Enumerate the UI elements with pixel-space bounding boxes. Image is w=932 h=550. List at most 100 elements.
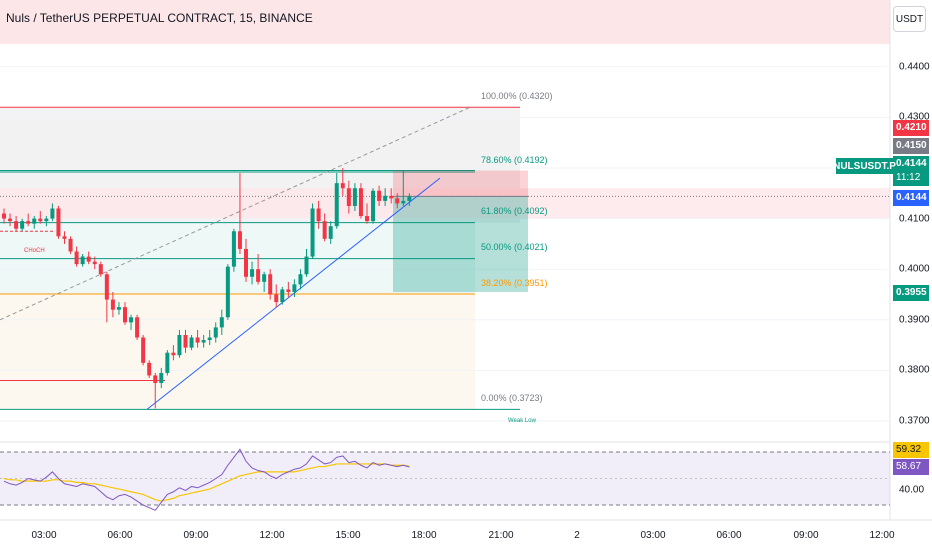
symbol-title: Nuls / TetherUS PERPETUAL CONTRACT, 15, …: [6, 11, 313, 25]
fib-label-0: 0.00% (0.3723): [481, 393, 543, 403]
price-badge-red: 0.4210: [893, 120, 929, 136]
time-tick: 2: [574, 530, 580, 541]
candle-body: [68, 238, 73, 252]
rsi-ma-line: [3, 463, 410, 502]
rsi-value-badge: 58.67: [893, 459, 929, 475]
candle-body: [135, 317, 140, 338]
price-tick: 0.3800: [899, 364, 930, 376]
candle-body: [98, 264, 103, 275]
candle-body: [346, 188, 351, 206]
candle-body: [244, 248, 248, 277]
fib-label-50: 50.00% (0.4021): [481, 242, 548, 252]
candle-body: [189, 337, 194, 348]
price-tick: 0.4300: [899, 111, 930, 123]
candle-body: [8, 218, 13, 222]
price-badge-green: 0.3955: [893, 285, 929, 301]
candle-body: [268, 274, 273, 295]
candle-body: [213, 327, 218, 338]
candle-body: [92, 261, 97, 265]
candle-body: [377, 190, 382, 201]
candle-body: [165, 352, 170, 373]
candle-body: [141, 337, 146, 363]
rsi-line: [3, 448, 410, 511]
fib-label-100: 100.00% (0.4320): [481, 91, 553, 101]
time-tick: 03:00: [640, 530, 666, 541]
time-tick: 12:00: [869, 530, 895, 541]
supply-zone: [0, 188, 890, 219]
candle-body: [86, 256, 91, 262]
candle-body: [231, 231, 236, 267]
candle-body: [56, 208, 61, 237]
candle-body: [383, 195, 388, 201]
candle-body: [371, 190, 376, 222]
candle-body: [177, 334, 182, 356]
candle-body: [147, 362, 152, 376]
candle-body: [395, 198, 400, 204]
price-tick: 0.4000: [899, 263, 930, 275]
candle-body: [304, 256, 309, 275]
candle-body: [358, 188, 363, 217]
candle-body: [38, 218, 43, 222]
candle-body: [207, 337, 212, 341]
candle-body: [365, 216, 369, 222]
time-tick: 12:00: [259, 530, 285, 541]
candle-body: [74, 251, 79, 265]
price-tick: 0.3900: [899, 314, 930, 326]
candle-body: [195, 337, 200, 343]
candle-body: [123, 307, 127, 323]
weak-low-label: Weak Low: [508, 418, 536, 424]
candle-body: [237, 231, 242, 249]
candle-body: [292, 284, 297, 292]
crosshair-price-badge: 0.4144: [893, 190, 929, 206]
candle-body: [153, 375, 158, 384]
trendline: [146, 177, 441, 410]
candle-body: [219, 317, 224, 328]
candle-body: [322, 221, 327, 239]
time-tick: 15:00: [335, 530, 361, 541]
candle-body: [62, 236, 67, 239]
candle-body: [334, 183, 339, 227]
time-tick: 03:00: [31, 530, 57, 541]
price-tick: 0.4400: [899, 61, 930, 73]
choch-label: CHoCH: [24, 248, 45, 254]
currency-button[interactable]: USDT: [893, 6, 926, 32]
candle-body: [183, 334, 188, 348]
candle-body: [129, 317, 134, 323]
candle-body: [80, 256, 85, 265]
candle-body: [32, 218, 37, 224]
price-tick: 0.3700: [899, 415, 930, 427]
candle-body: [171, 352, 176, 356]
candle-body: [407, 196, 412, 201]
dashed-trendline: [0, 106, 471, 321]
candle-body: [2, 213, 6, 219]
price-tick: 0.4100: [899, 213, 930, 225]
countdown-badge: 11:12: [893, 170, 929, 186]
top-zone: [0, 0, 890, 44]
candle-body: [389, 195, 394, 199]
price-badge-gray: 0.4150: [893, 138, 929, 154]
last-price-badge: 0.4144: [893, 156, 929, 172]
candle-body: [340, 183, 345, 189]
candle-body: [44, 218, 49, 222]
candle-body: [20, 221, 25, 229]
candle-body: [298, 274, 303, 285]
candle-body: [286, 289, 291, 292]
time-tick: 18:00: [411, 530, 437, 541]
candle-body: [401, 200, 406, 204]
candle-body: [201, 340, 206, 343]
symbol-tag: NULSUSDT.P: [833, 158, 896, 174]
time-tick: 06:00: [107, 530, 133, 541]
candle-body: [352, 188, 357, 206]
candle-body: [26, 221, 31, 224]
time-tick: 09:00: [793, 530, 819, 541]
time-tick: 09:00: [183, 530, 209, 541]
candle-body: [225, 266, 230, 318]
candle-body: [262, 274, 267, 282]
candle-body: [250, 269, 255, 277]
candle-body: [328, 226, 333, 239]
rsi-ma-badge: 59.32: [893, 442, 929, 458]
candle-body: [110, 299, 115, 310]
candle-body: [280, 289, 285, 303]
time-tick: 21:00: [488, 530, 514, 541]
